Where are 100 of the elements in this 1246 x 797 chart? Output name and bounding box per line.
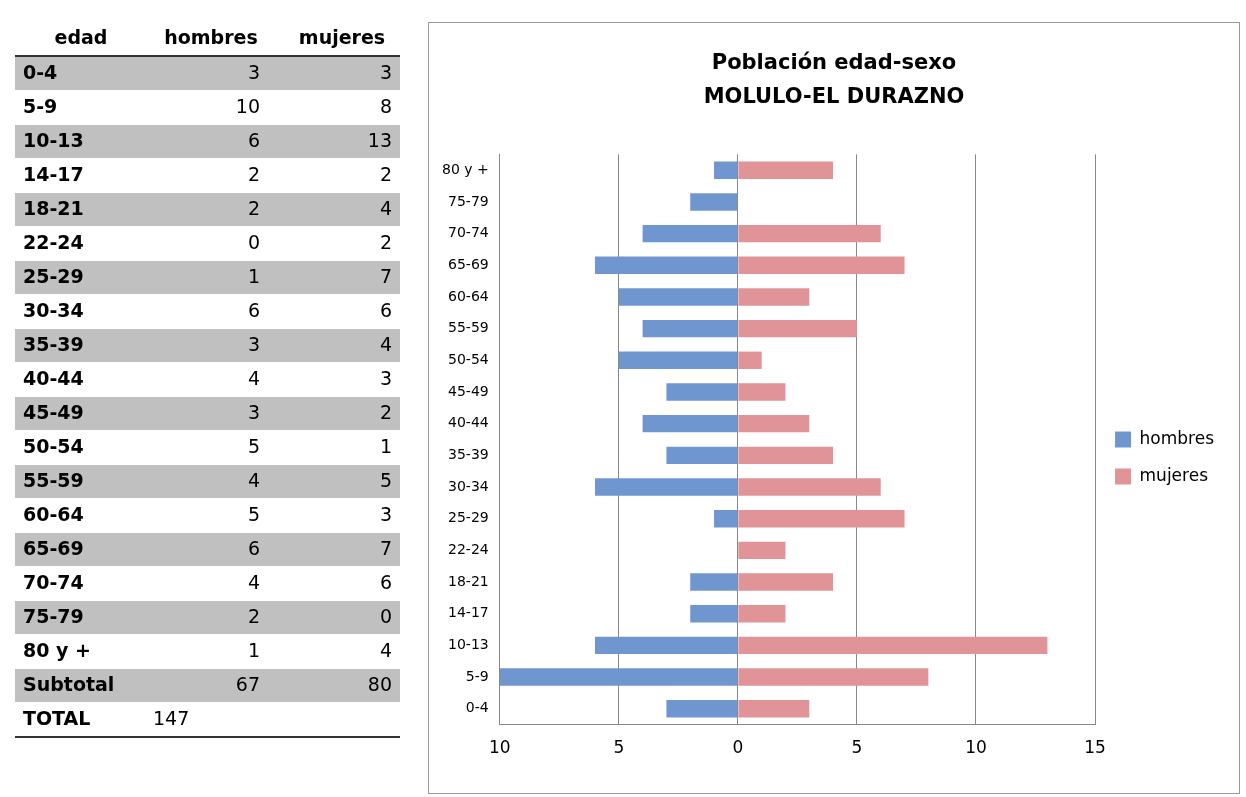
legend-label: mujeres [1139, 464, 1209, 485]
data-label: 5 [247, 502, 260, 525]
bar [642, 319, 738, 338]
bar [738, 605, 786, 623]
bar [738, 541, 786, 560]
data-label: 4 [379, 332, 392, 355]
y-tick-label: 55-59 [23, 468, 84, 491]
x-tick-label: 5 [613, 737, 625, 758]
y-tick-label: 30-34 [23, 298, 84, 321]
data-label: 4 [247, 468, 260, 491]
data-label: 2 [379, 230, 392, 253]
y-tick-label: 35-39 [448, 445, 489, 462]
y-tick-label: 25-29 [23, 264, 84, 287]
x-tick-label: 5 [851, 737, 863, 758]
x-tick-label: 15 [1084, 737, 1106, 758]
data-label: 4 [379, 196, 392, 219]
y-tick-label: 14-17 [448, 604, 489, 621]
bar [618, 351, 738, 370]
bar [499, 668, 738, 686]
y-tick-label: 5-9 [23, 94, 58, 117]
bar [738, 256, 905, 274]
y-tick-label: TOTAL [23, 706, 91, 729]
data-label: 13 [367, 128, 392, 151]
data-label: 2 [247, 196, 260, 219]
y-tick-label: 65-69 [23, 536, 84, 559]
y-tick-label: 35-39 [23, 332, 84, 355]
data-label: 10 [235, 94, 260, 117]
y-tick-label: 75-79 [448, 192, 489, 209]
y-tick-label: 70-74 [23, 570, 84, 593]
y-tick-label: 50-54 [448, 350, 489, 367]
bar [690, 193, 738, 211]
x-tick-label: 10 [965, 737, 987, 758]
y-tick-label: 30-34 [448, 477, 489, 494]
y-tick-label: 22-24 [448, 541, 489, 558]
y-tick-label: 22-24 [23, 230, 84, 253]
data-label: 6 [247, 298, 260, 321]
bar [738, 414, 810, 433]
bar [738, 478, 881, 496]
bar [594, 478, 738, 496]
y-tick-label: 55-59 [448, 319, 489, 336]
data-label: 4 [247, 366, 260, 389]
bar [642, 414, 738, 433]
bar [714, 509, 738, 528]
data-label: 8 [379, 94, 392, 117]
data-label: 6 [247, 536, 260, 559]
bar [690, 573, 738, 591]
y-tick-label: 40-44 [23, 366, 84, 389]
y-tick-label: 0-4 [465, 699, 489, 716]
y-axis-title: edad [54, 25, 108, 48]
y-tick-label: 70-74 [448, 224, 489, 241]
bar [738, 446, 834, 465]
data-label: 1 [247, 638, 260, 661]
y-tick-label: Subtotal [23, 672, 115, 695]
data-label: 5 [247, 434, 260, 457]
x-tick-label: 0 [732, 737, 744, 758]
bar [738, 288, 810, 306]
bar [738, 668, 929, 686]
bar [594, 256, 738, 274]
data-label: 2 [379, 162, 392, 185]
y-tick-label: 5-9 [465, 667, 489, 684]
y-tick-label: 10-13 [448, 636, 489, 653]
data-label: 4 [247, 570, 260, 593]
y-tick-label: 60-64 [23, 502, 84, 525]
data-label: 0 [379, 604, 392, 627]
data-label: 7 [379, 536, 392, 559]
data-label: 3 [379, 502, 392, 525]
data-label: 3 [247, 400, 260, 423]
data-label: 2 [247, 162, 260, 185]
bar [738, 161, 834, 179]
data-label: 3 [247, 332, 260, 355]
y-tick-label: 45-49 [448, 382, 489, 399]
y-tick-label: 0-4 [23, 60, 58, 83]
legend-label: hombres [1139, 427, 1215, 448]
data-label: 67 [235, 672, 260, 695]
data-label: 5 [379, 468, 392, 491]
bar [738, 700, 810, 718]
data-label: 6 [247, 128, 260, 151]
bar [594, 636, 738, 655]
data-label: 3 [247, 60, 260, 83]
chart-title: Población edad-sexo MOLULO-EL DURAZNO [702, 49, 966, 110]
bar [738, 573, 834, 591]
y-tick-label: 50-54 [23, 434, 84, 457]
y-tick-label: 75-79 [23, 604, 84, 627]
data-label: 147 [153, 706, 190, 729]
y-tick-label: 60-64 [448, 287, 489, 304]
data-label: 80 [367, 672, 392, 695]
bar [738, 224, 881, 243]
bar [666, 700, 738, 718]
y-tick-label: 10-13 [23, 128, 84, 151]
y-tick-label: 18-21 [23, 196, 84, 219]
y-tick-label: 45-49 [23, 400, 84, 423]
y-tick-label: 14-17 [23, 162, 84, 185]
y-tick-label: 80 y + [442, 160, 489, 177]
data-label: 1 [379, 434, 392, 457]
bar [738, 636, 1048, 655]
data-label: 6 [379, 298, 392, 321]
data-label: 3 [379, 366, 392, 389]
y-tick-label: 80 y + [23, 638, 91, 661]
bar [738, 383, 786, 401]
y-tick-label: 40-44 [448, 414, 489, 431]
